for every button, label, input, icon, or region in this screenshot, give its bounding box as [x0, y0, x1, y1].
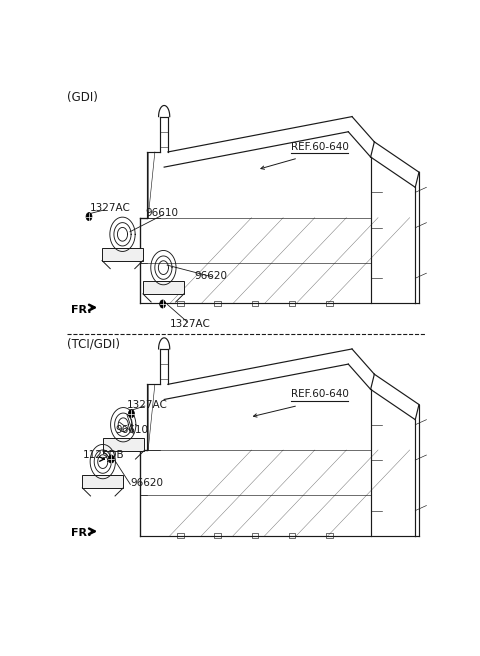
Text: FR.: FR. — [71, 528, 92, 539]
Circle shape — [108, 455, 114, 463]
Text: (TCI/GDI): (TCI/GDI) — [67, 337, 120, 350]
Bar — [103, 438, 144, 451]
Bar — [83, 475, 123, 488]
Bar — [177, 301, 184, 306]
Bar — [143, 281, 184, 294]
Bar — [289, 533, 296, 539]
Bar — [102, 248, 143, 260]
Bar — [252, 301, 258, 306]
Bar — [252, 533, 258, 539]
Text: 1327AC: 1327AC — [90, 203, 131, 213]
Circle shape — [129, 409, 134, 418]
Circle shape — [160, 300, 166, 308]
Bar — [215, 533, 221, 539]
Bar — [215, 301, 221, 306]
Circle shape — [86, 213, 92, 220]
Text: 1125DB: 1125DB — [83, 450, 124, 460]
Text: FR.: FR. — [71, 304, 92, 315]
Text: 96610: 96610 — [145, 207, 179, 218]
Text: 1327AC: 1327AC — [127, 400, 168, 409]
Bar — [326, 301, 333, 306]
Text: REF.60-640: REF.60-640 — [290, 390, 348, 400]
Text: (GDI): (GDI) — [67, 91, 98, 104]
Bar — [326, 533, 333, 539]
Bar — [289, 301, 296, 306]
Text: 96610: 96610 — [116, 425, 149, 435]
Text: 1327AC: 1327AC — [170, 319, 211, 329]
Text: 96620: 96620 — [131, 478, 164, 488]
Bar — [177, 533, 184, 539]
Text: REF.60-640: REF.60-640 — [290, 142, 348, 152]
Text: 96620: 96620 — [194, 271, 227, 281]
